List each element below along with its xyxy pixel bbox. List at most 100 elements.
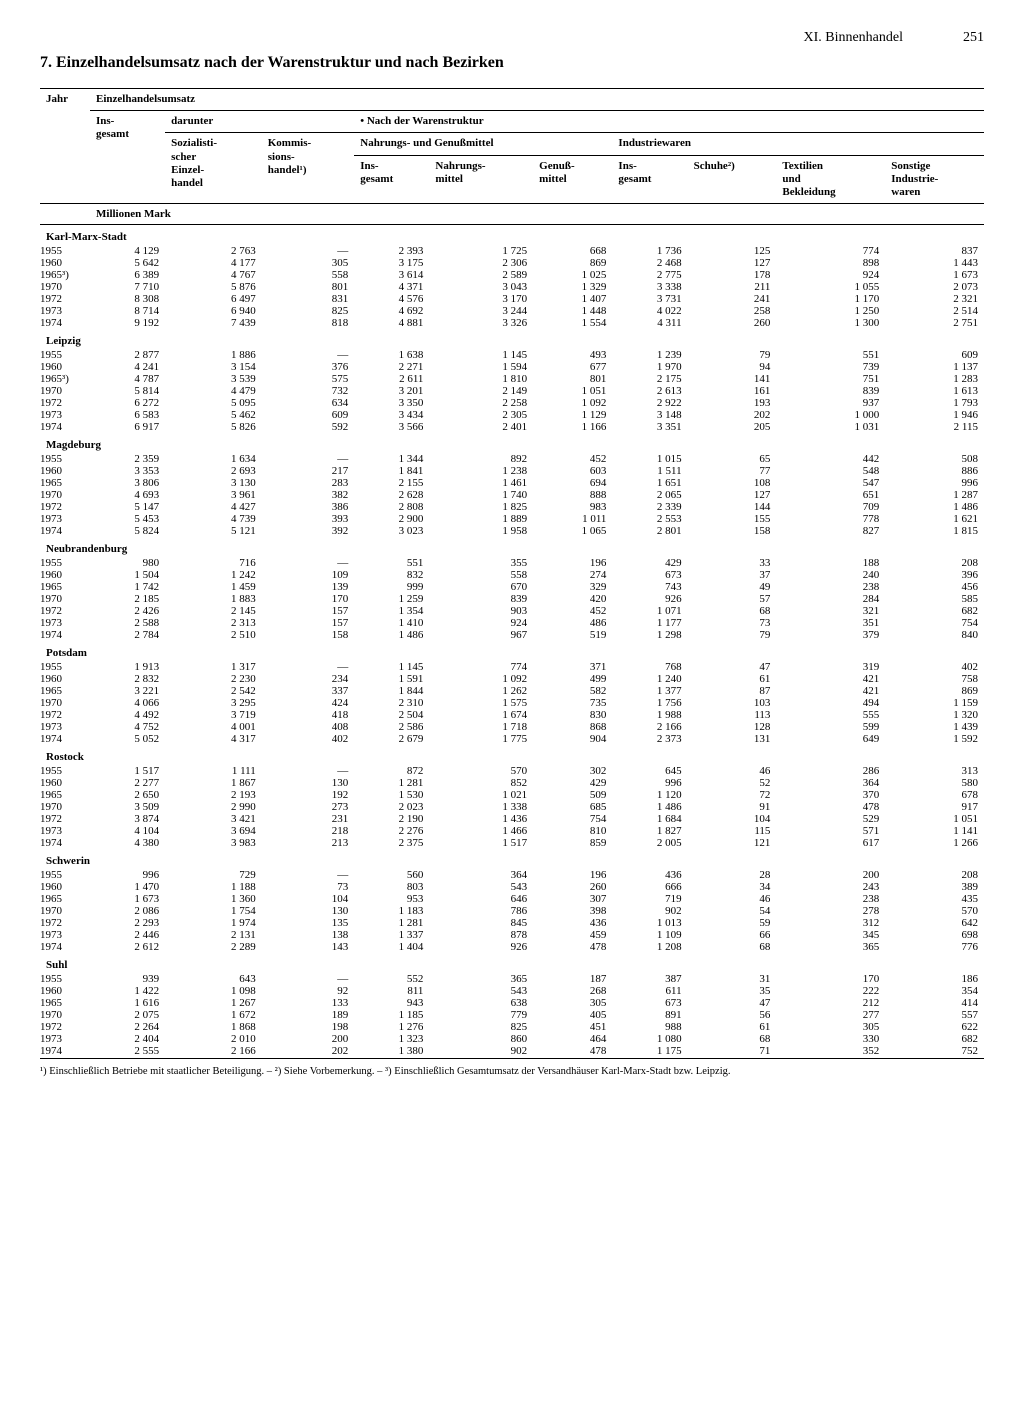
value-cell: 1 266: [885, 837, 984, 849]
table-row: 19601 4701 1887380354326066634243389: [40, 881, 984, 893]
value-cell: 240: [776, 569, 885, 581]
value-cell: 786: [429, 905, 533, 917]
value-cell: 238: [776, 581, 885, 593]
value-cell: 113: [688, 709, 777, 721]
value-cell: 2 190: [354, 813, 429, 825]
value-cell: 898: [776, 257, 885, 269]
value-cell: 49: [688, 581, 777, 593]
value-cell: 408: [262, 721, 355, 733]
value-cell: 732: [262, 385, 355, 397]
value-cell: 241: [688, 293, 777, 305]
value-cell: 2 801: [612, 525, 687, 537]
value-cell: 243: [776, 881, 885, 893]
year-cell: 1960: [40, 361, 90, 373]
value-cell: 2 775: [612, 269, 687, 281]
value-cell: 73: [262, 881, 355, 893]
year-cell: 1960: [40, 881, 90, 893]
value-cell: 4 693: [90, 489, 165, 501]
value-cell: 937: [776, 397, 885, 409]
table-row: 19746 9175 8265923 5662 4011 1663 351205…: [40, 421, 984, 433]
value-cell: 59: [688, 917, 777, 929]
value-cell: 673: [612, 569, 687, 581]
value-cell: 1 065: [533, 525, 612, 537]
value-cell: 130: [262, 905, 355, 917]
year-cell: 1974: [40, 317, 90, 329]
value-cell: 2 404: [90, 1033, 165, 1045]
value-cell: 3 434: [354, 409, 429, 421]
value-cell: 830: [533, 709, 612, 721]
year-cell: 1970: [40, 905, 90, 917]
year-cell: 1965³): [40, 269, 90, 281]
value-cell: 902: [612, 905, 687, 917]
year-cell: 1960: [40, 673, 90, 685]
value-cell: 1 613: [885, 385, 984, 397]
col-kommis: Kommis- sions- handel¹): [262, 133, 355, 204]
value-cell: 778: [776, 513, 885, 525]
value-cell: 1 208: [612, 941, 687, 953]
value-cell: 424: [262, 697, 355, 709]
value-cell: 133: [262, 997, 355, 1009]
value-cell: 188: [776, 557, 885, 569]
value-cell: 2 542: [165, 685, 262, 697]
value-cell: 268: [533, 985, 612, 997]
value-cell: 5 095: [165, 397, 262, 409]
page-header: XI. Binnenhandel 251: [40, 30, 984, 46]
year-cell: 1965: [40, 789, 90, 801]
value-cell: 551: [354, 557, 429, 569]
value-cell: 3 350: [354, 397, 429, 409]
value-cell: 8 714: [90, 305, 165, 317]
table-row: 19735 4534 7393932 9001 8891 0112 553155…: [40, 513, 984, 525]
value-cell: 872: [354, 765, 429, 777]
value-cell: 1 177: [612, 617, 687, 629]
value-cell: 319: [776, 661, 885, 673]
value-cell: 87: [688, 685, 777, 697]
year-cell: 1955: [40, 661, 90, 673]
value-cell: 860: [429, 1033, 533, 1045]
value-cell: 28: [688, 869, 777, 881]
value-cell: 1 281: [354, 917, 429, 929]
value-cell: 1 051: [533, 385, 612, 397]
value-cell: 3 175: [354, 257, 429, 269]
value-cell: 1 827: [612, 825, 687, 837]
value-cell: 396: [885, 569, 984, 581]
value-cell: 452: [533, 453, 612, 465]
value-cell: 801: [533, 373, 612, 385]
table-row: 19745 0524 3174022 6791 7759042 37313164…: [40, 733, 984, 745]
year-cell: 1970: [40, 801, 90, 813]
value-cell: 2 693: [165, 465, 262, 477]
table-row: 1955939643—55236518738731170186: [40, 973, 984, 985]
value-cell: 926: [612, 593, 687, 605]
value-cell: 739: [776, 361, 885, 373]
table-row: 19734 7524 0014082 5861 7188682 16612859…: [40, 721, 984, 733]
value-cell: 1 575: [429, 697, 533, 709]
year-cell: 1974: [40, 421, 90, 433]
value-cell: 277: [776, 1009, 885, 1021]
value-cell: 1 592: [885, 733, 984, 745]
value-cell: 1 404: [354, 941, 429, 953]
value-cell: 130: [262, 777, 355, 789]
value-cell: 1 283: [885, 373, 984, 385]
value-cell: 5 121: [165, 525, 262, 537]
value-cell: 585: [885, 593, 984, 605]
value-cell: 2 514: [885, 305, 984, 317]
value-cell: 543: [429, 985, 533, 997]
value-cell: 68: [688, 605, 777, 617]
value-cell: 436: [533, 917, 612, 929]
value-cell: 5 147: [90, 501, 165, 513]
value-cell: 729: [165, 869, 262, 881]
table-row: 19651 6161 26713394363830567347212414: [40, 997, 984, 1009]
value-cell: 878: [429, 929, 533, 941]
value-cell: 421: [776, 685, 885, 697]
value-cell: 200: [776, 869, 885, 881]
value-cell: 222: [776, 985, 885, 997]
year-cell: 1960: [40, 985, 90, 997]
value-cell: 1 756: [612, 697, 687, 709]
year-cell: 1972: [40, 293, 90, 305]
value-cell: —: [262, 661, 355, 673]
value-cell: 2 751: [885, 317, 984, 329]
value-cell: 1 486: [612, 801, 687, 813]
table-row: 19604 2413 1543762 2711 5946771 97094739…: [40, 361, 984, 373]
value-cell: 3 338: [612, 281, 687, 293]
col-insgesamt: Ins- gesamt: [90, 111, 165, 204]
value-cell: 677: [533, 361, 612, 373]
